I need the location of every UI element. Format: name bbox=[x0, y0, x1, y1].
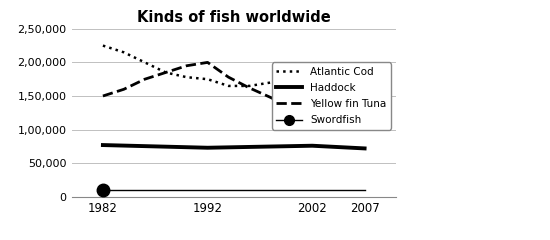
Legend: Atlantic Cod, Haddock, Yellow fin Tuna, Swordfish: Atlantic Cod, Haddock, Yellow fin Tuna, … bbox=[272, 62, 391, 130]
Title: Kinds of fish worldwide: Kinds of fish worldwide bbox=[137, 10, 331, 25]
